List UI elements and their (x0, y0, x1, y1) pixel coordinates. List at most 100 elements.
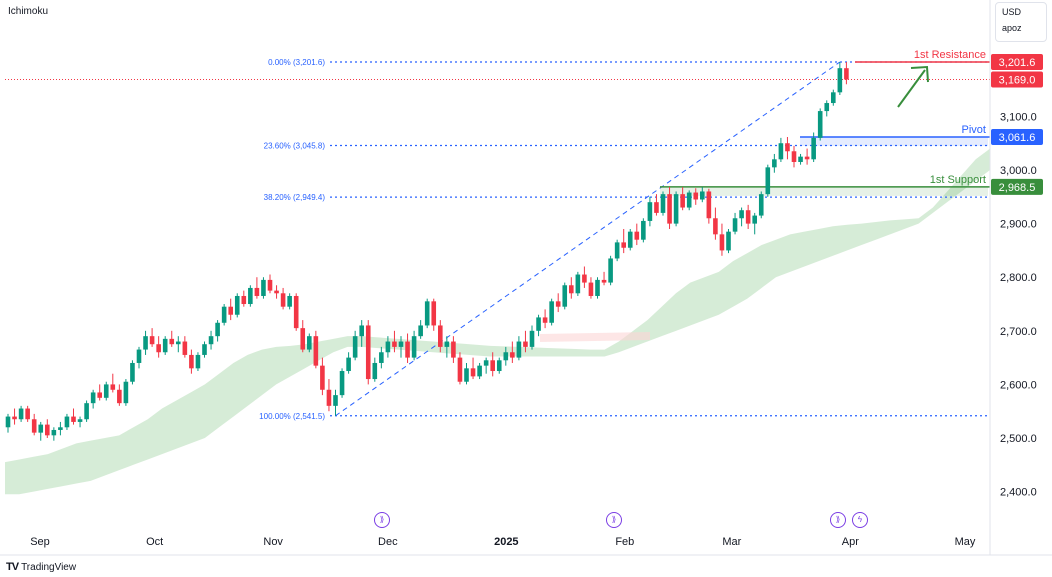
candle-body (365, 325, 371, 380)
candle-body (208, 336, 214, 345)
time-tick-label[interactable]: Oct (146, 536, 163, 548)
candle-body (103, 384, 109, 398)
candle-body (804, 156, 810, 160)
candle-body (418, 325, 423, 337)
price-tag-label: 3,201.6 (999, 57, 1036, 69)
price-tag (991, 71, 1043, 88)
time-tick-label[interactable]: Nov (263, 536, 283, 548)
candle-body (673, 194, 679, 224)
candle-body (25, 408, 30, 420)
currency-selector[interactable]: USD apoz (995, 2, 1047, 42)
candle-body (221, 306, 227, 323)
candle-body (424, 301, 430, 326)
candle-body (117, 389, 122, 404)
earnings-forward-icon[interactable]: ⟫ (830, 512, 846, 528)
key-levels[interactable]: 1st Resistance Pivot 1st Support (5, 49, 990, 196)
candle-body (431, 301, 437, 326)
candle-body (300, 328, 306, 350)
candle-body (97, 392, 102, 398)
candle-body (608, 258, 613, 283)
candle-body (254, 287, 260, 296)
time-tick-label[interactable]: May (955, 536, 976, 548)
tradingview-brand-name: TradingView (21, 561, 77, 573)
candle-body (77, 419, 83, 422)
candle-body (798, 156, 803, 162)
candle-body (58, 427, 63, 430)
candle-body (562, 285, 568, 307)
time-tick-label[interactable]: Mar (722, 536, 741, 548)
fib-level-label: 23.60% (3,045.8) (264, 141, 326, 150)
candle-body (51, 429, 57, 436)
price-tag-label: 3,169.0 (999, 74, 1036, 86)
candle-body (261, 279, 266, 296)
candle-body (444, 341, 450, 347)
price-axis[interactable]: 2,400.0 2,500.0 2,600.0 2,700.0 2,800.0 2,900… (0, 0, 1052, 556)
candle-body (660, 194, 666, 213)
time-tick-label[interactable]: Sep (30, 536, 50, 548)
candle-body (470, 368, 476, 377)
candle-body (352, 336, 358, 358)
candle-body (326, 389, 332, 406)
indicator-label: Ichimoku (8, 6, 49, 17)
price-tag (991, 178, 1043, 195)
candle-body (778, 143, 784, 160)
price-tick-label[interactable]: 2,500.0 (1000, 433, 1037, 445)
candle-body (523, 341, 528, 347)
candle-body (64, 416, 70, 428)
candle-body (575, 274, 581, 294)
candle-body (634, 231, 640, 240)
candle-body (110, 384, 116, 390)
price-tick-label[interactable]: 2,400.0 (1000, 487, 1037, 499)
candle-body (549, 301, 554, 323)
candle-body (90, 392, 96, 404)
price-tick-label[interactable]: 2,800.0 (1000, 272, 1037, 284)
candle-body (614, 242, 620, 259)
price-tick-label[interactable]: 2,600.0 (1000, 379, 1037, 391)
candle-body (706, 191, 712, 219)
fib-trend-line[interactable] (335, 61, 841, 417)
candle-body (588, 282, 594, 296)
earnings-forward-icon[interactable]: ⟫ (374, 512, 390, 528)
fib-level-label: 0.00% (3,201.6) (268, 58, 325, 67)
time-tick-label[interactable]: 2025 (494, 536, 518, 548)
fib-level-label: 38.20% (2,949.4) (264, 193, 326, 202)
candle-body (791, 151, 797, 162)
candle-body (38, 424, 44, 433)
dividend-bolt-icon[interactable]: ϟ (852, 512, 868, 528)
ichimoku-cloud (5, 148, 990, 495)
price-tick-label[interactable]: 2,900.0 (1000, 219, 1037, 231)
candle-body (569, 285, 574, 294)
time-tick-label[interactable]: Apr (842, 536, 859, 548)
price-tick-label[interactable]: 2,700.0 (1000, 326, 1037, 338)
candle-body (772, 159, 777, 168)
time-tick-label[interactable]: Dec (378, 536, 398, 548)
candle-body (12, 416, 17, 420)
candle-body (483, 360, 489, 366)
candle-body (464, 368, 469, 382)
candle-body (457, 357, 463, 382)
candle-body (739, 210, 744, 219)
candle-body (490, 360, 495, 372)
trend-arrow-icon (897, 65, 929, 108)
candle-body (267, 279, 273, 291)
price-tags: 3,201.6 3,169.0 3,061.6 2,968.5 (991, 53, 1043, 195)
candle-body (713, 218, 718, 235)
fibonacci-retracement[interactable]: 0.00% (3,201.6) 23.60% (3,045.8) 38.20% (2… (259, 58, 988, 421)
time-axis[interactable]: Sep Oct Nov Dec 2025 Feb Mar Apr May (30, 536, 976, 548)
candle-body (31, 419, 37, 433)
candle-body (176, 341, 181, 345)
price-tick-label[interactable]: 3,100.0 (1000, 111, 1037, 123)
candle-body (732, 218, 738, 232)
candle-body (398, 341, 404, 347)
time-tick-label[interactable]: Feb (615, 536, 634, 548)
tradingview-logo[interactable]: TV TradingView (6, 561, 76, 573)
candle-body (555, 301, 561, 307)
unit-label: apoz (1002, 23, 1022, 33)
price-tag-label: 3,061.6 (999, 132, 1036, 144)
candle-body (686, 192, 692, 208)
candle-body (680, 194, 685, 208)
candle-body (248, 287, 253, 305)
earnings-forward-icon[interactable]: ⟫ (606, 512, 622, 528)
price-tick-label[interactable]: 3,000.0 (1000, 165, 1037, 177)
